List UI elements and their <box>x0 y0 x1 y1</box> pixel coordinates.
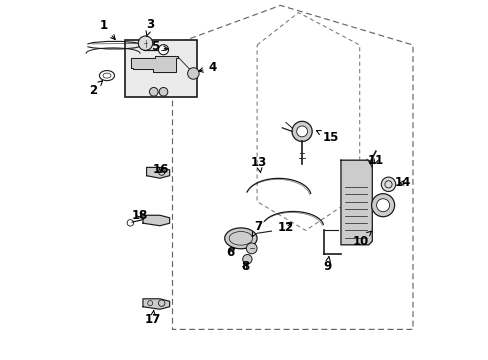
Text: 11: 11 <box>367 154 383 167</box>
Circle shape <box>159 87 167 96</box>
Polygon shape <box>340 160 371 245</box>
Text: 16: 16 <box>152 163 169 176</box>
Ellipse shape <box>224 228 257 249</box>
Text: 15: 15 <box>316 131 338 144</box>
Text: 4: 4 <box>198 61 216 74</box>
Text: 14: 14 <box>394 176 410 189</box>
Text: 12: 12 <box>277 221 293 234</box>
Text: 8: 8 <box>241 260 249 273</box>
Text: 13: 13 <box>250 156 266 172</box>
Circle shape <box>242 255 251 264</box>
Polygon shape <box>142 215 169 226</box>
Circle shape <box>246 243 257 254</box>
FancyBboxPatch shape <box>125 40 197 97</box>
Circle shape <box>187 68 199 79</box>
Polygon shape <box>88 41 142 49</box>
Text: 6: 6 <box>226 246 234 258</box>
Text: 2: 2 <box>89 81 102 96</box>
Circle shape <box>149 87 158 96</box>
Text: 3: 3 <box>146 18 154 36</box>
Polygon shape <box>131 56 178 72</box>
Circle shape <box>291 121 311 141</box>
Text: 1: 1 <box>99 19 115 40</box>
Ellipse shape <box>99 71 114 81</box>
Circle shape <box>376 199 389 212</box>
Text: 18: 18 <box>131 209 147 222</box>
Circle shape <box>138 36 152 50</box>
Text: 10: 10 <box>352 231 371 248</box>
Circle shape <box>296 126 307 137</box>
Text: 17: 17 <box>144 310 161 326</box>
Polygon shape <box>146 167 169 178</box>
Circle shape <box>158 45 168 55</box>
Polygon shape <box>142 299 169 309</box>
Circle shape <box>371 194 394 217</box>
Circle shape <box>381 177 395 192</box>
Text: 9: 9 <box>323 257 331 273</box>
Text: 5: 5 <box>150 40 167 53</box>
Text: 7: 7 <box>252 220 262 237</box>
